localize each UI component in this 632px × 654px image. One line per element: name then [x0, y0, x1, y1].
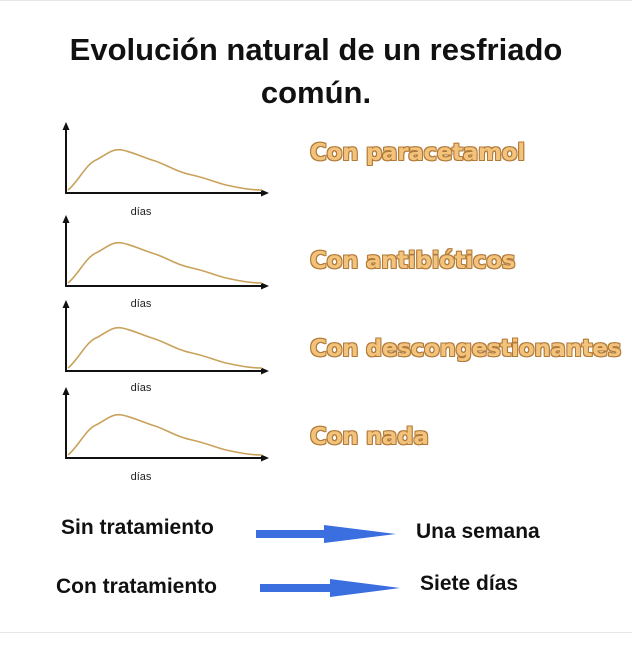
curve-chart-svg [62, 215, 269, 290]
y-axis-arrow [62, 300, 70, 308]
x-axis-arrow [261, 282, 269, 290]
x-axis-arrow [261, 367, 269, 375]
arrow-right-icon [256, 525, 396, 543]
title-line-2: común. [260, 75, 372, 110]
top-border [0, 0, 632, 1]
bottom-border [0, 632, 632, 633]
chart-antibiotics: días [56, 215, 276, 310]
curve-chart-svg [62, 122, 269, 197]
with-treatment-label: Con tratamiento [56, 575, 218, 598]
title-line-1: Evolución natural de un resfriado [69, 32, 563, 67]
treatment-label-nothing: Con nada [310, 424, 429, 450]
illness-curve [67, 326, 263, 369]
illness-curve [67, 148, 263, 191]
arrow-right-icon [260, 579, 400, 597]
treatment-label-antibiotics: Con antibióticos [310, 248, 516, 274]
x-axis-label: días [130, 382, 152, 394]
chart-paracetamol: días [56, 122, 276, 218]
seven-days-label: Siete días [420, 572, 519, 595]
y-axis-arrow [62, 122, 70, 130]
illness-curve [67, 413, 263, 456]
x-axis-arrow [261, 189, 269, 197]
y-axis-arrow [62, 387, 70, 395]
treatment-label-paracetamol: Con paracetamol [310, 140, 525, 166]
without-treatment-label: Sin tratamiento [61, 516, 214, 539]
curve-chart-svg [62, 387, 269, 462]
page-title: Evolución natural de un resfriado común. [0, 28, 632, 114]
chart-decongestants: días [56, 300, 276, 394]
x-axis-label: días [130, 471, 152, 483]
chart-nothing: días [56, 387, 276, 483]
x-axis-label: días [130, 206, 152, 218]
treatment-label-decongestants: Con descongestionantes [310, 336, 622, 362]
y-axis-arrow [62, 215, 70, 223]
illness-curve [67, 241, 263, 284]
x-axis-arrow [261, 454, 269, 462]
curve-chart-svg [62, 300, 269, 375]
one-week-label: Una semana [416, 520, 540, 543]
x-axis-label: días [130, 298, 152, 310]
